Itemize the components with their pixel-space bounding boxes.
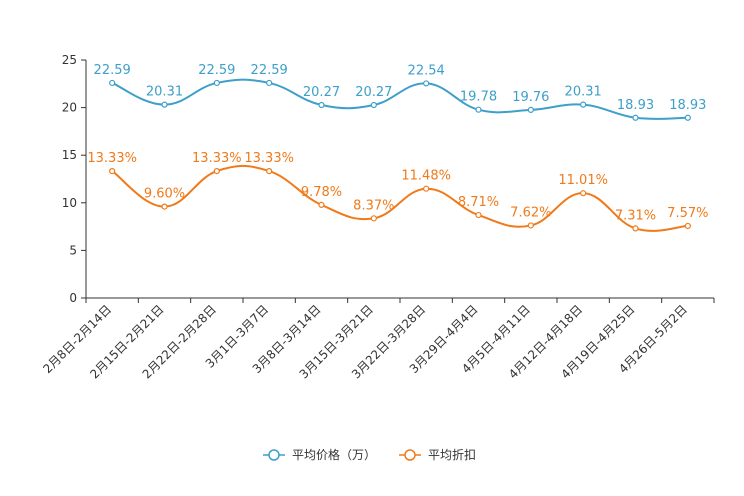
series-1-point[interactable] (318, 201, 325, 208)
series-1-data-label: 13.33% (244, 151, 294, 166)
y-tick-label: 20 (62, 101, 77, 115)
series-1: 13.33%9.60%13.33% 13.33%9.78%8.37%11.48%8… (87, 151, 708, 232)
series-0-line (111, 78, 688, 120)
legend-marker-icon (268, 449, 280, 461)
series-0-data-label: 20.31 (146, 85, 183, 100)
series-0-data-label: 20.27 (303, 85, 340, 100)
series-1-data-label: 13.33% (192, 151, 242, 166)
series-1-point[interactable] (527, 222, 534, 229)
series-1-point[interactable] (423, 185, 430, 192)
series-1-point[interactable] (161, 203, 168, 210)
series-0-point[interactable] (318, 101, 325, 109)
series-1-point[interactable] (580, 190, 587, 197)
series-1-point[interactable] (475, 211, 482, 219)
series-0-point[interactable] (684, 114, 691, 121)
legend-label: 平均价格（万） (292, 447, 376, 462)
series-0-data-label: 19.78 (460, 90, 497, 105)
series-1-point[interactable] (684, 222, 691, 230)
series-0-data-label: 20.31 (565, 85, 602, 100)
legend-marker-icon (404, 449, 416, 461)
series-0-data-label: 22.59 (251, 63, 288, 78)
y-tick-label: 10 (62, 196, 77, 210)
series-0-point[interactable] (370, 101, 377, 109)
series-0-point[interactable] (580, 101, 587, 108)
series-0-point[interactable] (423, 80, 430, 87)
series-0-data-label: 18.93 (669, 98, 706, 113)
legend-label: 平均折扣 (428, 447, 476, 462)
series-0: 22.59 20.31 22.59 22.59 20.27 20.27 22.54 19.78… (94, 63, 706, 121)
series-1-data-label: 11.01% (558, 173, 608, 188)
series-0-data-label: 19.76 (512, 90, 549, 105)
series-1-data-label: 8.71% (458, 195, 499, 210)
series-1-point[interactable] (109, 167, 116, 175)
series-1-data-label: 8.37% (353, 198, 394, 213)
series-1-data-label: 13.33% (87, 151, 137, 166)
series-0-point[interactable] (527, 106, 534, 113)
series-0-point[interactable] (632, 114, 639, 121)
series-1-data-label: 7.62% (510, 205, 551, 220)
series-1-data-label: 9.60% (144, 187, 185, 202)
series-0-point[interactable] (213, 79, 220, 87)
series-0-point[interactable] (266, 79, 273, 87)
series-1-point[interactable] (213, 167, 220, 175)
legend[interactable]: 平均价格（万） 平均折扣 (263, 447, 476, 462)
series-0-data-label: 22.54 (408, 63, 445, 78)
series-0-data-label: 22.59 (198, 63, 235, 78)
series-1-data-label: 11.48% (401, 169, 451, 184)
y-tick-label: 25 (62, 53, 77, 67)
series-0-point[interactable] (475, 106, 482, 113)
y-tick-label: 5 (69, 243, 77, 257)
y-tick-label: 0 (69, 291, 77, 305)
series-0-data-label: 20.27 (355, 85, 392, 100)
series-layer: 22.59 20.31 22.59 22.59 20.27 20.27 22.54 19.78… (87, 63, 708, 232)
series-0-data-label: 22.59 (94, 63, 131, 78)
series-1-point[interactable] (632, 225, 639, 232)
series-1-data-label: 7.31% (615, 208, 656, 223)
series-0-data-label: 18.93 (617, 98, 654, 113)
series-1-data-label: 9.78% (301, 185, 342, 200)
series-0-point[interactable] (161, 101, 168, 108)
series-0-point[interactable] (109, 79, 116, 87)
series-1-point[interactable] (370, 215, 377, 222)
series-1-point[interactable] (266, 167, 273, 175)
series-1-data-label: 7.57% (667, 206, 708, 221)
legend-item-1[interactable]: 平均折扣 (399, 447, 476, 462)
legend-item-0[interactable]: 平均价格（万） (263, 447, 376, 462)
series-1-line (111, 164, 688, 232)
y-tick-label: 15 (62, 148, 77, 162)
